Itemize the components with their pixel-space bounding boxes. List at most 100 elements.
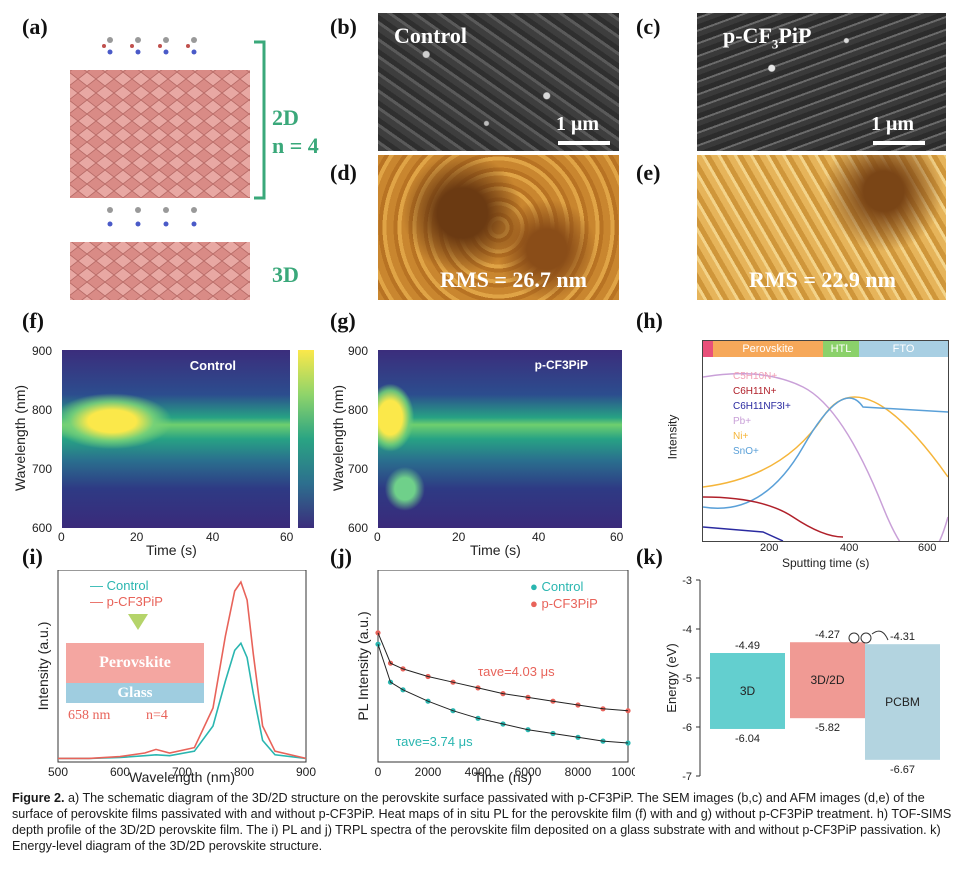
panel-label-j: (j): [330, 544, 352, 569]
band-perovskite: Perovskite: [713, 341, 823, 357]
legend-control: — Control: [90, 578, 149, 593]
heatmap-pcf3pip-title: p-CF3PiP: [534, 358, 588, 372]
vb-value: -6.04: [735, 733, 760, 745]
energy-bar: [865, 644, 940, 760]
y-tick-label: -7: [682, 771, 692, 783]
tofsims-curves: [703, 372, 948, 541]
vb-value: -6.67: [890, 764, 915, 776]
legend-item: C5H10N+: [733, 371, 778, 382]
x-tick: 0: [58, 530, 65, 544]
y-tick: 800: [32, 403, 53, 417]
x-tick-label: 6000: [515, 765, 542, 779]
y-axis-label: Energy (eV): [664, 643, 679, 712]
energy-bars-group: 3D -4.49 -6.04 3D/2D -4.27 -5.82 PCBM -4.31 -6.6…: [710, 629, 940, 776]
x-tick: 20: [452, 530, 466, 544]
plot-frame: [57, 570, 307, 763]
x-tick-label: 4000: [465, 765, 492, 779]
bracket-2d: [254, 40, 266, 200]
x-axis-label: Sputting time (s): [782, 556, 870, 570]
energy-bar-label: 3D/2D: [810, 673, 844, 687]
tau-pcf3pip: τave=4.03 μs: [478, 664, 555, 679]
legend-pcf3pip: ● p-CF3PiP: [530, 596, 598, 611]
cb-value: -4.31: [890, 631, 915, 643]
heatmap-control-title: Control: [189, 358, 236, 373]
pl-legend: — Control — p-CF3PiP: [90, 578, 163, 610]
panel-label-f: (f): [22, 308, 44, 333]
x-tick: 200: [760, 542, 779, 554]
legend-item: Ni+: [733, 431, 749, 442]
x-axis-label: Time (s): [470, 542, 521, 558]
scalebar-label: 1 μm: [556, 113, 599, 135]
electron-icon: [860, 632, 872, 644]
x-tick: 400: [840, 542, 859, 554]
y-axis-label: Wavelength (nm): [330, 384, 346, 492]
trpl-point: [375, 641, 381, 647]
energy-diagram: -3 -4 -5 -6 -7 3D -4.49 -6.04 3D/2D -4.27 -5.82 PC…: [664, 575, 940, 783]
tofsims-legend: C5H10N+ C6H11N+ C6H11NF3I+ Pb+ Ni+ SnO+: [733, 369, 791, 459]
legend-item: C6H11N+: [733, 386, 777, 397]
label-3d: 3D: [272, 262, 299, 287]
organic-spacer-top: [102, 37, 197, 55]
x-tick-label: 800: [234, 765, 254, 779]
panel-label-g: (g): [330, 308, 356, 333]
figure-caption: Figure 2. a) The schematic diagram of th…: [12, 790, 962, 854]
transfer-arrow-icon: [871, 630, 889, 641]
trpl-legend: ● Control ● p-CF3PiP: [530, 578, 598, 612]
electron-icon: [848, 632, 860, 644]
x-tick-label: 10000: [611, 765, 635, 779]
caption-text: a) The schematic diagram of the 3D/2D st…: [12, 791, 952, 853]
pl-xticks-group: 500 600 700 800 900: [48, 765, 316, 779]
pl-series-group: [58, 580, 307, 760]
y-tick-label: -6: [682, 722, 692, 734]
3d-perovskite-slab: [70, 242, 250, 300]
legend-pcf3pip: — p-CF3PiP: [90, 594, 163, 609]
x-tick-label: 0: [375, 765, 382, 779]
pl-series-line: [58, 580, 307, 760]
y-tick-label: -4: [682, 624, 692, 636]
x-tick-label: 500: [48, 765, 68, 779]
colorbar: [298, 350, 314, 528]
rms-pcf3pip: RMS = 22.9 nm: [749, 267, 896, 292]
y-tick: 800: [348, 403, 369, 417]
x-tick-label: 600: [110, 765, 130, 779]
trpl-series-group: [375, 630, 631, 746]
x-axis-label: Time (ns): [474, 769, 533, 785]
energy-bar-label: PCBM: [885, 695, 920, 709]
schematic-svg: [70, 37, 250, 300]
caption-head: Figure 2.: [12, 791, 65, 805]
y-tick-label: -5: [682, 673, 692, 685]
x-tick: 600: [918, 542, 937, 554]
scalebar-label: 1 μm: [871, 113, 914, 135]
x-tick: 40: [206, 530, 220, 544]
afm-image-control: RMS = 26.7 nm: [378, 155, 619, 300]
sem-control-title: Control: [394, 23, 467, 48]
y-axis-label: PL Intensity (a.u.): [355, 611, 371, 720]
annotation-n4: n=4: [146, 708, 168, 723]
x-tick-label: 8000: [565, 765, 592, 779]
sem-image-pcf3pip: p-CF3PiP 1 μm: [697, 13, 946, 151]
y-axis-label: Intensity (a.u.): [35, 622, 51, 711]
2d-perovskite-slab: [70, 70, 250, 198]
y-tick: 700: [348, 462, 369, 476]
energy-bar-label: 3D: [740, 684, 756, 698]
trpl-chart: 0 2000 4000 6000 8000 10000 Time (ns) PL Inte…: [355, 570, 635, 785]
panel-label-e: (e): [636, 160, 661, 185]
pl-chart: 500 600 700 800 900 Wavelength (nm) Intensit…: [35, 570, 316, 785]
vb-value: -5.82: [815, 722, 840, 734]
arrow-down-icon: [128, 614, 148, 630]
x-tick: 60: [280, 530, 294, 544]
y-tick-label: -3: [682, 575, 692, 587]
glass-layer: Glass: [66, 683, 204, 703]
y-tick: 700: [32, 462, 53, 476]
panel-label-k: (k): [636, 544, 663, 569]
y-tick: 900: [348, 344, 369, 358]
y-axis-label: Intensity: [665, 414, 680, 460]
plot-frame: [377, 570, 629, 763]
pl-series-line: [58, 641, 307, 760]
legend-control: ● Control: [530, 579, 584, 594]
afm-image-pcf3pip: RMS = 22.9 nm: [697, 155, 946, 300]
organic-spacer-middle: [107, 207, 197, 227]
label-n4: n = 4: [272, 133, 319, 158]
legend-item: SnO+: [733, 446, 759, 457]
label-2d: 2D: [272, 105, 299, 130]
